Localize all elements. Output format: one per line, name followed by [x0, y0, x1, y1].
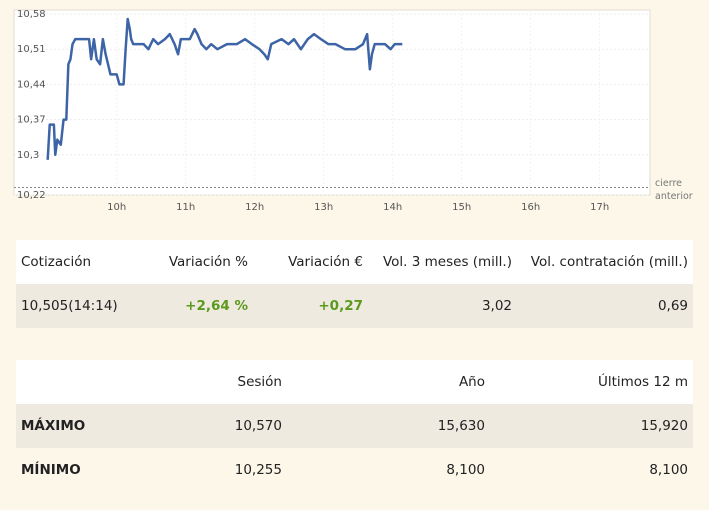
- y-tick-label: 10,37: [17, 115, 46, 126]
- y-tick-label: 10,51: [17, 44, 46, 55]
- table-cell: 0,69: [657, 298, 688, 314]
- table-cell: Últimos 12 m: [597, 374, 688, 390]
- table-cell: [16, 360, 170, 404]
- table-cell: 10,255: [234, 462, 282, 478]
- x-tick-label: 15h: [452, 202, 471, 213]
- y-tick-label: 10,22: [17, 190, 46, 201]
- table-row: MÍNIMO 10,255 8,100 8,100: [16, 448, 693, 492]
- table-cell: Vol. 3 meses (mill.): [382, 254, 512, 270]
- x-tick-label: 17h: [590, 202, 609, 213]
- table-cell: +0,27: [318, 298, 363, 314]
- table-cell: Variación €: [288, 254, 363, 270]
- table-row: Cotización Variación % Variación € Vol. 3 m…: [16, 240, 693, 284]
- x-tick-label: 11h: [176, 202, 195, 213]
- price-line: [46, 17, 403, 160]
- table-cell: 10,505(14:14): [21, 298, 118, 314]
- table-cell: 8,100: [446, 462, 485, 478]
- table-cell: Año: [458, 374, 485, 390]
- chart: 10,22 10,3 10,37 10,44 10,51 10,58 10h 11h 12h 13…: [13, 9, 651, 213]
- x-tick-label: 12h: [245, 202, 264, 213]
- x-tick-label: 16h: [521, 202, 540, 213]
- table-cell: 8,100: [649, 462, 688, 478]
- table-cell: 15,920: [640, 418, 688, 434]
- table-cell: 3,02: [481, 298, 512, 314]
- table-cell: +2,64 %: [185, 298, 248, 314]
- table-cell: MÍNIMO: [21, 462, 81, 478]
- reference-label: cierre anterior: [655, 178, 693, 202]
- table-row: Sesión Año Últimos 12 m: [16, 360, 693, 404]
- plot-area: [13, 9, 651, 196]
- table-row: 10,505(14:14) +2,64 % +0,27 3,02 0,69: [16, 284, 693, 328]
- table-cell: 10,570: [234, 418, 282, 434]
- table-cell: Variación %: [168, 254, 248, 270]
- table-cell: Cotización: [21, 254, 92, 270]
- y-tick-label: 10,44: [17, 79, 46, 90]
- range-table: Sesión Año Últimos 12 m MÁXIMO 10,570 15,630 1…: [16, 360, 693, 492]
- table-cell: MÁXIMO: [21, 418, 86, 434]
- x-tick-label: 13h: [314, 202, 333, 213]
- x-tick-label: 10h: [107, 202, 126, 213]
- quote-table: Cotización Variación % Variación € Vol. 3 m…: [16, 240, 693, 328]
- table-row: MÁXIMO 10,570 15,630 15,920: [16, 404, 693, 448]
- table-cell: 15,630: [437, 418, 485, 434]
- table-cell: Sesión: [237, 374, 282, 390]
- x-tick-label: 14h: [383, 202, 402, 213]
- y-tick-label: 10,3: [17, 150, 39, 161]
- table-cell: Vol. contratación (mill.): [530, 254, 688, 270]
- y-tick-label: 10,58: [17, 9, 46, 20]
